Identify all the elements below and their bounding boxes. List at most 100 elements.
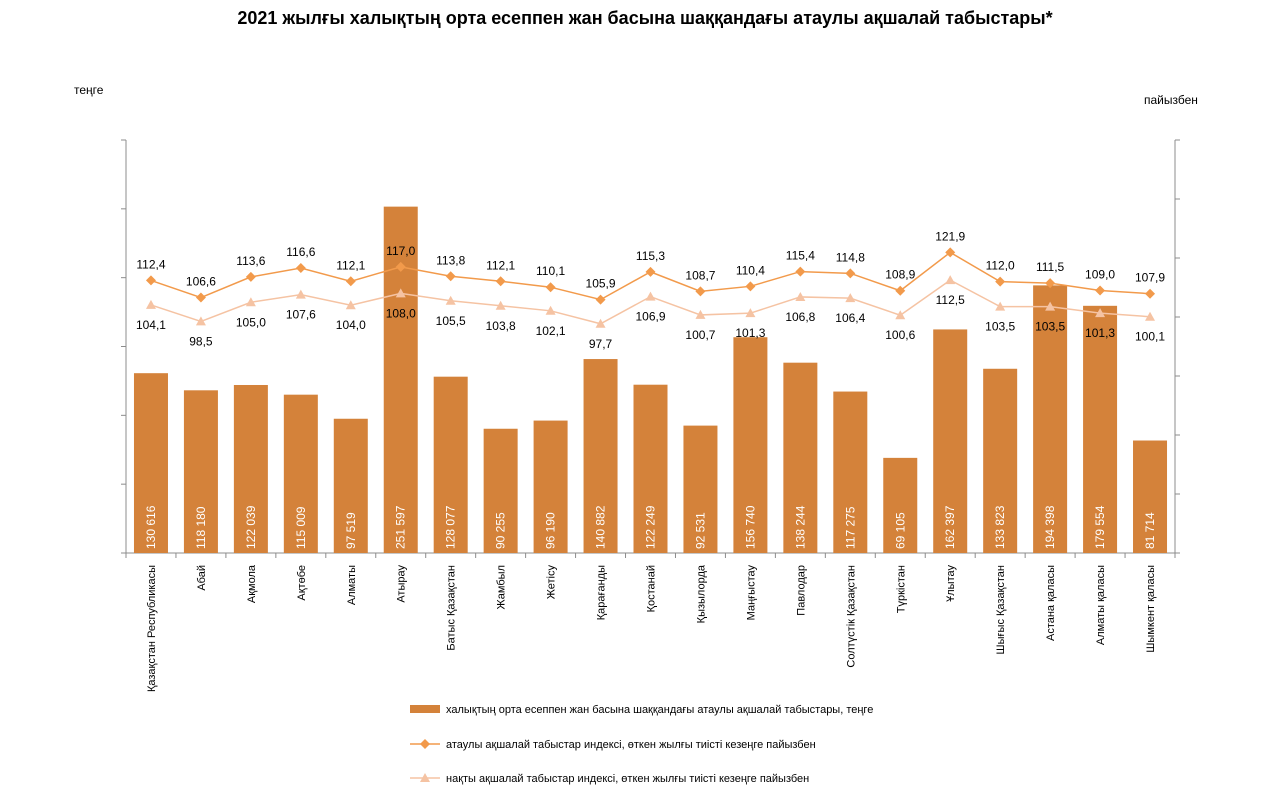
- bar-value-label: 251 597: [394, 505, 408, 549]
- real-index-label: 112,5: [936, 293, 965, 307]
- left-axis-unit: теңге: [74, 83, 104, 97]
- category-label: Абай: [196, 565, 208, 591]
- bar-value-label: 194 398: [1043, 505, 1057, 549]
- real-index-label: 105,0: [236, 315, 266, 329]
- category-label: Қызылорда: [695, 564, 707, 623]
- real-index-point: [195, 316, 206, 326]
- real-index-label: 103,8: [486, 319, 516, 333]
- real-index-label: 106,9: [635, 310, 665, 324]
- bar-value-label: 156 740: [743, 505, 757, 549]
- real-index-point: [1045, 301, 1056, 311]
- bar-value-label: 81 714: [1143, 512, 1157, 549]
- real-index-label: 105,5: [436, 314, 466, 328]
- nominal-index-label: 116,6: [286, 245, 315, 259]
- legend-nominal-label: атаулы ақшалай табыстар индексі, өткен ж…: [446, 739, 816, 751]
- nominal-index-point: [945, 247, 956, 258]
- nominal-index-label: 108,7: [685, 268, 715, 282]
- real-index-point: [445, 295, 456, 305]
- real-index-label: 100,6: [885, 328, 915, 342]
- category-label: Қарағанды: [596, 565, 608, 620]
- nominal-index-point: [645, 266, 656, 277]
- category-label: Алматы қаласы: [1095, 565, 1107, 645]
- nominal-index-point: [195, 292, 206, 303]
- real-index-point: [1145, 311, 1156, 321]
- nominal-index-label: 114,8: [836, 250, 865, 264]
- bar: [383, 206, 418, 553]
- category-label: Ақмола: [246, 564, 258, 603]
- bar: [633, 384, 668, 553]
- real-index-point: [995, 301, 1006, 311]
- bar-value-label: 179 554: [1093, 505, 1107, 549]
- category-label: Павлодар: [795, 565, 807, 616]
- category-label: Жетісу: [546, 565, 558, 600]
- bar-value-label: 138 244: [793, 505, 807, 549]
- bar: [483, 428, 518, 553]
- real-index-label: 106,4: [835, 311, 865, 325]
- bars: 130 616 118 180 122 039 115 009 97 519 251 59…: [133, 206, 1168, 553]
- category-label: Қостанай: [646, 565, 658, 612]
- real-index-point: [545, 305, 556, 315]
- nominal-index-label: 112,1: [486, 258, 515, 272]
- nominal-index-point: [895, 285, 906, 296]
- real-index-label: 106,8: [785, 310, 815, 324]
- bar: [233, 384, 268, 553]
- real-index-point: [645, 291, 656, 301]
- real-index-point: [245, 297, 256, 307]
- real-index-point: [795, 291, 806, 301]
- bar: [283, 394, 318, 553]
- nominal-index-label: 112,0: [986, 259, 1015, 273]
- bar: [1083, 305, 1118, 553]
- legend-nominal-marker: [420, 739, 430, 749]
- bar: [1033, 285, 1068, 553]
- category-label: Шымкент қаласы: [1145, 565, 1157, 653]
- nominal-index-label: 111,5: [1036, 260, 1065, 274]
- real-index-point: [895, 310, 906, 320]
- bar-value-label: 140 882: [594, 505, 608, 549]
- nominal-index-label: 115,4: [786, 249, 815, 263]
- bar: [833, 391, 868, 553]
- nominal-index-point: [395, 261, 406, 272]
- nominal-index-point: [445, 271, 456, 282]
- real-index-label: 104,1: [136, 318, 166, 332]
- real-index-point: [1095, 308, 1106, 318]
- bar: [733, 337, 768, 553]
- real-index-point: [395, 288, 406, 298]
- nominal-index-label: 108,9: [885, 268, 915, 282]
- nominal-index-label: 107,9: [1135, 271, 1165, 285]
- bar-value-label: 130 616: [144, 505, 158, 549]
- lines: 104,1 98,5 105,0 107,6 104,0 108,0 105,5 103,8 1…: [136, 229, 1165, 350]
- category-label: Жамбыл: [496, 565, 508, 609]
- nominal-index-label: 110,1: [536, 264, 565, 278]
- right-axis-unit: пайызбен: [1144, 93, 1198, 107]
- category-label: Атырау: [396, 565, 408, 603]
- nominal-index-label: 106,6: [186, 275, 216, 289]
- bar-value-label: 162 397: [943, 505, 957, 549]
- bar-value-label: 122 249: [644, 505, 658, 549]
- category-label: Ұлытау: [945, 565, 957, 602]
- bar: [133, 373, 168, 553]
- real-index-point: [145, 299, 156, 309]
- category-label: Батыс Қазақстан: [446, 565, 458, 651]
- nominal-index-point: [845, 268, 856, 279]
- nominal-index-point: [345, 276, 356, 287]
- nominal-index-point: [245, 271, 256, 282]
- category-label: Маңғыстау: [745, 565, 757, 621]
- category-label: Шығыс Қазақстан: [995, 565, 1007, 654]
- real-index-label: 98,5: [189, 334, 213, 348]
- bar-value-label: 69 105: [893, 512, 907, 549]
- bar-value-label: 96 190: [544, 512, 558, 549]
- nominal-index-point: [295, 263, 306, 274]
- bar: [783, 362, 818, 553]
- bar-value-label: 97 519: [344, 512, 358, 549]
- nominal-index-label: 105,9: [586, 277, 616, 291]
- real-index-point: [495, 300, 506, 310]
- real-index-label: 101,3: [1085, 326, 1115, 340]
- bar-value-label: 115 009: [294, 506, 308, 549]
- nominal-index-point: [145, 275, 156, 286]
- nominal-index-label: 113,8: [436, 253, 465, 267]
- real-index-label: 104,0: [336, 318, 366, 332]
- nominal-index-point: [1145, 288, 1156, 299]
- category-labels: Қазақстан Республикасы Абай Ақмола Ақтөбе Ал…: [146, 564, 1157, 692]
- real-index-point: [695, 309, 706, 319]
